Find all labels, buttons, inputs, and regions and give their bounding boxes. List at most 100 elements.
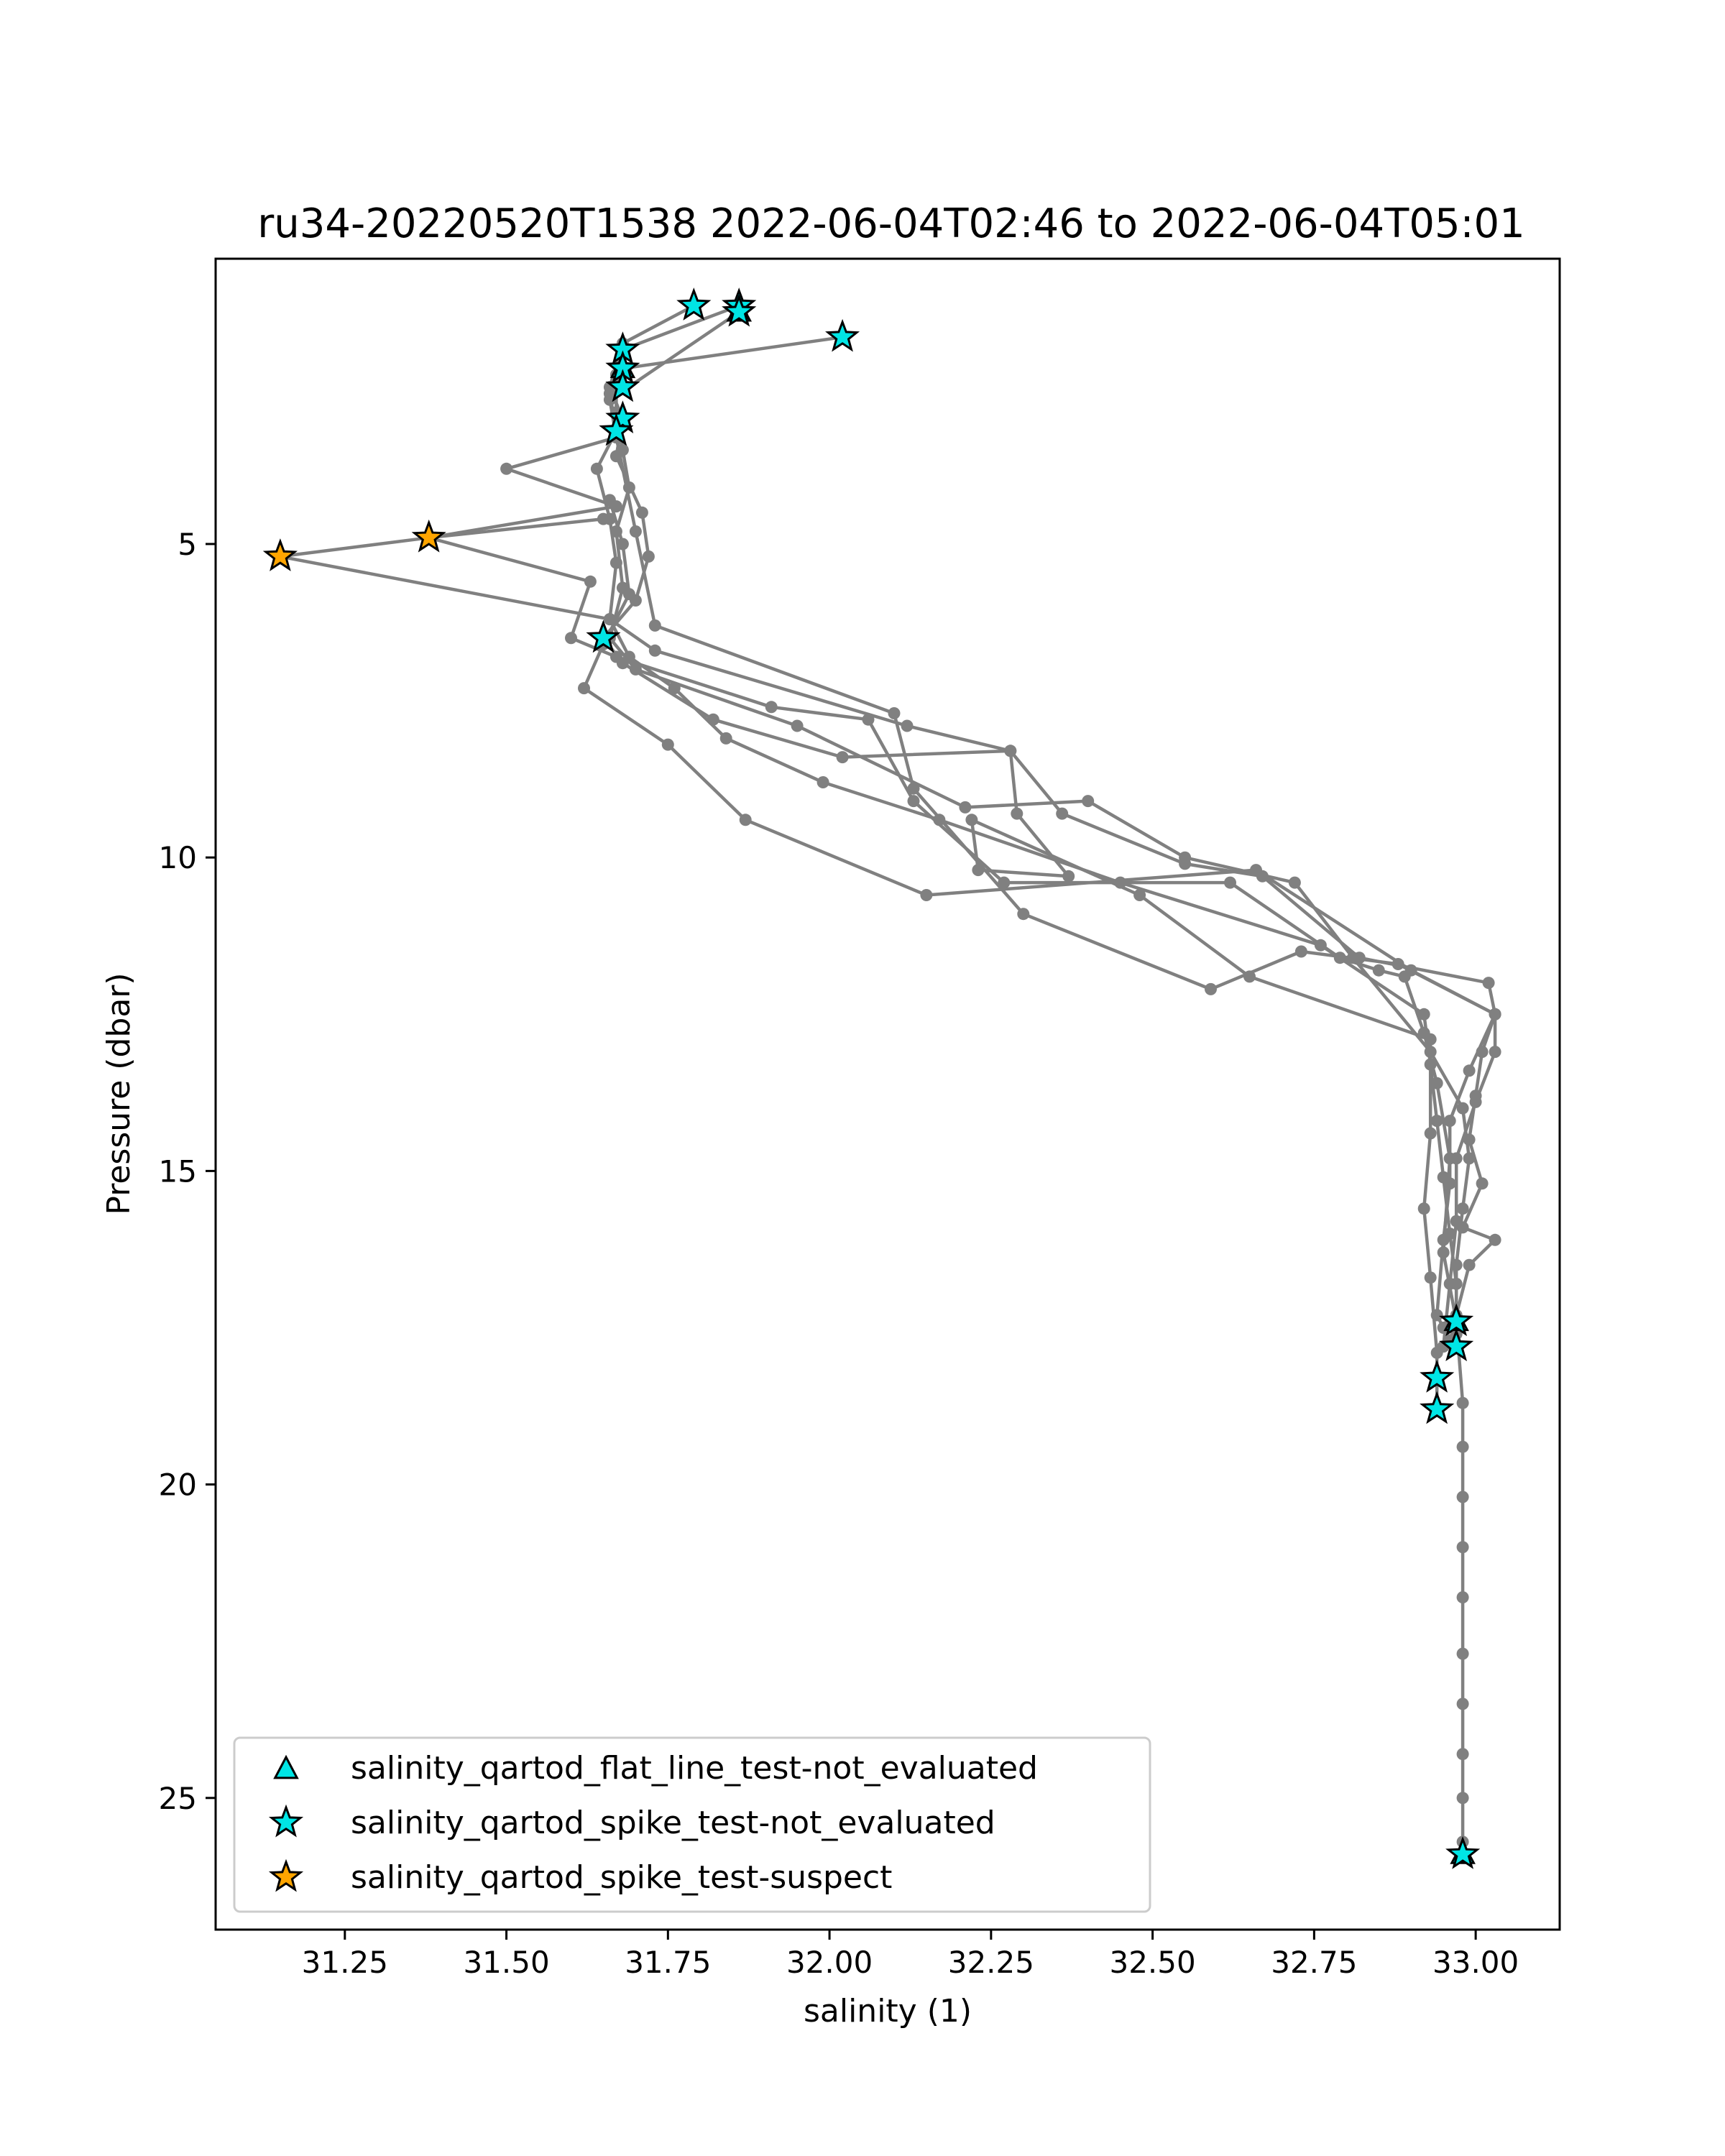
plot-layer [262,287,1501,1869]
data-point [1456,1697,1469,1710]
spike-flag-marker [722,293,757,327]
data-point [597,512,610,525]
data-point [1437,1233,1450,1246]
chart-title: ru34-20220520T1538 2022-06-04T02:46 to 2… [257,201,1524,247]
x-tick-label: 31.25 [302,1945,388,1980]
data-point [1463,1258,1476,1271]
data-point [629,525,642,538]
data-point [765,701,778,714]
profile-line-3 [602,304,1439,1409]
data-point [1443,1177,1456,1190]
spike-flag-marker [586,619,621,653]
data-point [920,889,933,901]
data-point [1017,908,1030,921]
data-point [1456,1792,1469,1805]
spike-flag-marker [1445,1835,1481,1869]
spike-flag-marker [825,318,860,352]
x-tick-label: 31.50 [463,1945,549,1980]
x-tick-label: 33.00 [1432,1945,1519,1980]
profile-line-5 [278,517,1497,1335]
data-point [1224,876,1236,889]
data-point [1456,1202,1469,1215]
data-point [648,644,661,657]
spike-flag-marker [605,400,640,433]
spike-flag-marker [262,538,298,571]
data-point [836,751,849,764]
legend-label: salinity_qartod_spike_test-suspect [351,1859,892,1896]
data-point [901,719,914,732]
data-point [565,632,577,645]
legend-marker [273,1754,299,1779]
data-point [1424,1127,1437,1140]
data-point [1133,889,1146,901]
data-point [603,494,616,507]
x-axis: 31.25 31.50 31.75 32.00 32.25 32.50 32.75 33.00 [302,1930,1519,1980]
y-axis: 5 10 15 20 25 [159,527,216,1816]
data-point [1430,1077,1443,1089]
data-point [1482,977,1495,990]
data-point [907,782,920,795]
x-tick-label: 32.00 [786,1945,873,1980]
data-point [1456,1541,1469,1554]
data-point [1417,1202,1430,1215]
spike-flag-marker [1439,1303,1474,1337]
data-point [1417,1008,1430,1021]
data-point [1062,870,1075,883]
x-tick-label: 31.75 [625,1945,711,1980]
data-point [719,732,732,745]
y-axis-label: Pressure (dbar) [101,972,137,1215]
data-point [1404,964,1417,977]
x-tick-label: 32.75 [1271,1945,1357,1980]
data-point [1430,1115,1443,1128]
data-point [1450,1152,1463,1165]
data-point [1424,1271,1437,1284]
data-point [1469,1095,1482,1108]
spike-flag-marker [599,413,634,446]
profile-line-6 [615,437,1497,1347]
data-point [1456,1102,1469,1115]
plot-frame [214,257,1561,1931]
legend-label: salinity_qartod_flat_line_test-not_evalu… [351,1750,1038,1787]
data-point [1294,945,1307,958]
data-point [1417,1026,1430,1039]
data-point [1004,745,1017,757]
data-point [648,619,661,632]
data-point [1456,1591,1469,1604]
data-point [603,393,616,406]
spike-flag-marker [411,519,446,553]
data-point [1250,864,1262,877]
spike-flag-marker [1420,1360,1455,1393]
data-point [1489,1046,1501,1059]
data-point [635,506,648,519]
data-point [888,707,901,719]
data-point [622,588,635,601]
spike-flag-marker [676,287,712,321]
data-point [1489,1233,1501,1246]
y-tick-label: 10 [159,840,197,875]
spike-flag-marker [1439,1328,1474,1362]
data-point [707,713,719,726]
legend: salinity_qartod_flat_line_test-not_evalu… [233,1736,1151,1913]
profile-line-7 [582,499,1497,1329]
data-point [616,538,629,550]
data-point [1443,1115,1456,1128]
y-tick-label: 5 [178,527,197,562]
data-point [791,719,804,732]
profile-line-4 [427,310,1465,1855]
legend-box [233,1736,1151,1913]
data-point [1372,964,1385,977]
spike-flag-marker [605,369,640,402]
spike-flag-marker [1420,1391,1455,1424]
data-point [907,795,920,808]
data-point [1463,1133,1476,1146]
data-point [1011,807,1024,820]
data-point [1430,1309,1443,1322]
data-point [1476,1177,1489,1190]
data-point [816,776,829,788]
data-point [1443,1277,1456,1290]
y-tick-label: 15 [159,1153,197,1189]
data-point [739,814,752,826]
data-point [1489,1008,1501,1021]
data-point [965,814,978,826]
